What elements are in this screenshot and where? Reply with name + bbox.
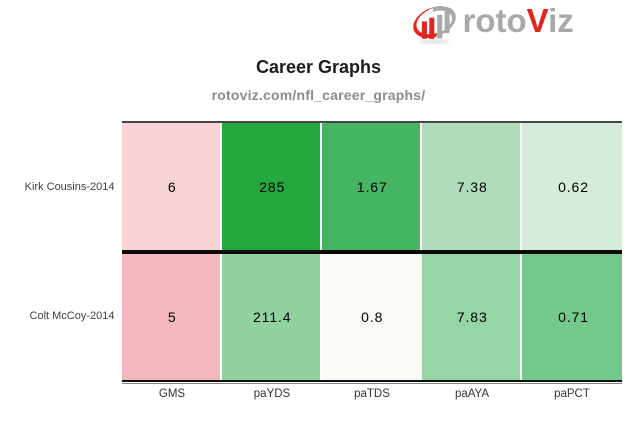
svg-text:rotoViz: rotoViz xyxy=(463,2,574,39)
